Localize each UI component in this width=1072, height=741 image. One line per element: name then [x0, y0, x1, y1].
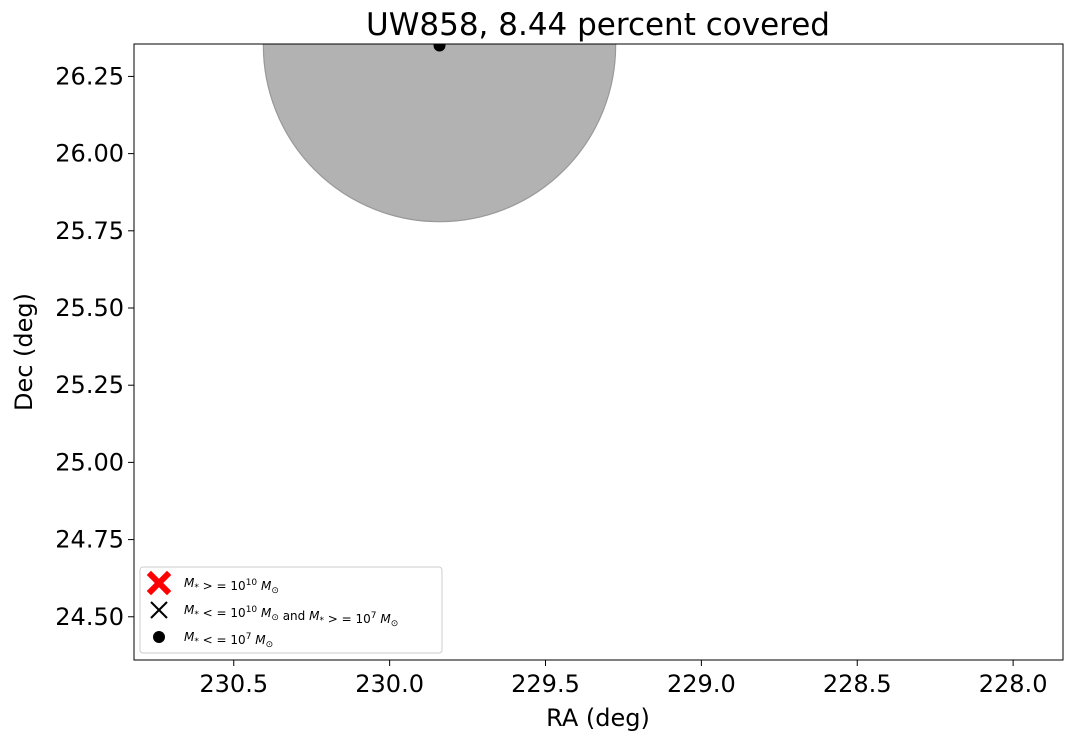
x-axis: 230.5 230.0 229.5 229.0 228.5 228.0 [199, 660, 1047, 698]
y-axis-label: Dec (deg) [10, 293, 38, 411]
legend-box [139, 566, 443, 654]
plot-area [262, 44, 617, 223]
x-axis-label: RA (deg) [546, 704, 650, 732]
x-tick-label: 229.0 [667, 670, 736, 698]
y-tick-label: 26.00 [55, 140, 124, 168]
x-tick-label: 230.0 [355, 670, 424, 698]
x-tick-label: 230.5 [199, 670, 268, 698]
chart-title: UW858, 8.44 percent covered [366, 7, 830, 43]
x-tick-label: 228.5 [823, 670, 892, 698]
legend-marker-2 [153, 631, 165, 643]
legend-label-2: M* < = 107 M⊙ [184, 630, 273, 650]
plot-frame [133, 43, 1064, 661]
y-tick-label: 24.50 [55, 603, 124, 631]
y-tick-label: 25.25 [55, 371, 124, 399]
legend-label-0: M* > = 1010 M⊙ [184, 576, 279, 596]
legend-label-1: M* < = 1010 M⊙ and M* > = 107 M⊙ [184, 603, 398, 629]
legend-marker-1 [150, 601, 168, 619]
y-tick-label: 25.75 [55, 217, 124, 245]
legend-marker-0 [146, 570, 172, 596]
y-tick-label: 24.75 [55, 526, 124, 554]
y-tick-label: 25.50 [55, 294, 124, 322]
y-axis: 24.50 24.75 25.00 25.25 25.50 25.75 26.00 26.25 [55, 62, 134, 631]
x-tick-label: 229.5 [511, 670, 580, 698]
y-tick-label: 26.25 [55, 62, 124, 90]
y-tick-label: 25.00 [55, 448, 124, 476]
data-point-2-0 [433, 44, 446, 52]
coverage-region [262, 44, 617, 223]
x-tick-label: 228.0 [979, 670, 1048, 698]
legend: M* > = 1010 M⊙ M* < = 1010 M⊙ and M* > = … [139, 566, 443, 654]
